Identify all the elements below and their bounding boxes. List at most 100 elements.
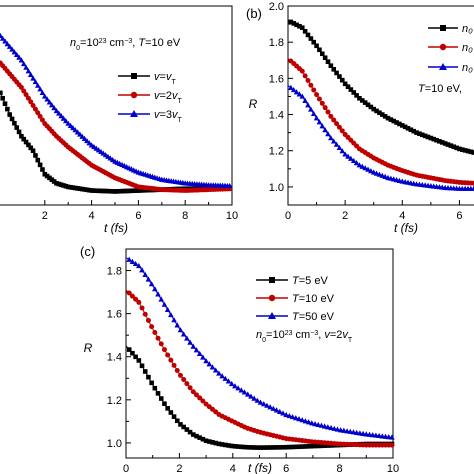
data-point [96, 188, 101, 194]
data-point [225, 378, 232, 384]
data-point [414, 130, 419, 135]
data-point [251, 395, 257, 401]
data-point [365, 166, 371, 172]
data-point [267, 404, 273, 410]
data-point [6, 43, 13, 49]
data-point [56, 110, 62, 116]
data-point [309, 420, 315, 426]
data-point [257, 399, 264, 405]
x-tick-label: 10 [387, 463, 399, 474]
panel-b-plot-frame [287, 5, 474, 206]
data-point [0, 95, 5, 101]
panel-c-legend: T=5 eV T=10 eV T=50 eV [256, 275, 335, 323]
data-point [61, 183, 66, 188]
data-point [19, 133, 24, 139]
data-point [13, 51, 20, 58]
data-point [58, 182, 64, 188]
data-point [331, 425, 338, 431]
data-point [296, 416, 302, 422]
x-tick-label: 10 [226, 210, 238, 222]
data-point [328, 424, 334, 431]
y-tick-label: 1.0 [107, 438, 122, 450]
panel-a-xlabel: t (fs) [104, 221, 128, 235]
data-point [334, 426, 341, 432]
panel-b-legend: n₀ n₀ n₀ [428, 23, 473, 74]
data-point [72, 185, 78, 191]
data-point [296, 91, 303, 97]
data-point [122, 188, 127, 194]
data-point [7, 112, 12, 117]
data-point [339, 128, 345, 134]
data-point [178, 422, 183, 427]
series-2 [0, 60, 233, 194]
data-point [219, 442, 225, 447]
data-point [248, 445, 254, 450]
data-point [216, 441, 222, 447]
data-point [77, 131, 83, 137]
data-point [129, 188, 134, 194]
data-point [331, 117, 337, 123]
data-point [270, 405, 277, 411]
data-point [336, 144, 343, 151]
data-point [70, 185, 76, 190]
data-point [65, 184, 71, 190]
data-point [0, 90, 3, 96]
legend-marker-v-3vt [130, 110, 138, 117]
data-point [385, 115, 391, 121]
data-point [291, 21, 297, 26]
data-point [288, 19, 294, 25]
x-tick-label: 6 [456, 210, 462, 222]
data-point [203, 358, 209, 364]
data-point [255, 445, 260, 450]
data-point [101, 188, 106, 194]
data-point [93, 188, 99, 194]
data-point [187, 385, 193, 391]
data-point [207, 439, 212, 444]
data-point [232, 444, 238, 449]
data-point [70, 124, 76, 131]
data-point [293, 415, 299, 421]
data-point [305, 78, 311, 84]
data-point [312, 443, 318, 449]
data-point [200, 436, 206, 442]
data-point [165, 352, 171, 358]
data-point [21, 88, 27, 94]
legend-marker-t-50ev [268, 312, 276, 319]
data-point [117, 188, 122, 194]
data-point [130, 350, 135, 356]
legend-entry-v-3vt: v=3vT [118, 109, 183, 124]
data-point [308, 36, 314, 41]
data-point [377, 110, 382, 116]
data-point [23, 64, 29, 70]
data-point [11, 49, 18, 55]
data-point [124, 188, 129, 194]
data-point [368, 104, 374, 110]
data-point [459, 147, 465, 152]
data-point [305, 419, 312, 425]
data-point [67, 122, 74, 128]
data-point [465, 148, 471, 154]
data-point [311, 87, 317, 93]
data-point [139, 267, 145, 273]
data-point [280, 410, 286, 416]
panel-a-legend: v=vT v=2vT v=3vT [118, 71, 183, 124]
data-point [25, 68, 32, 74]
data-point [254, 397, 261, 403]
data-point [411, 128, 417, 134]
data-point [26, 142, 31, 148]
data-point [12, 120, 17, 126]
x-tick-label: 6 [283, 463, 289, 474]
data-point [21, 136, 27, 142]
data-point [325, 131, 331, 137]
data-point [81, 135, 88, 141]
data-point [174, 368, 180, 374]
data-point [30, 148, 36, 154]
data-point [74, 129, 81, 135]
data-point [86, 187, 92, 193]
data-point [388, 117, 394, 122]
data-point [77, 186, 83, 192]
data-point [299, 68, 305, 74]
data-point [180, 331, 187, 337]
data-point [132, 260, 139, 267]
